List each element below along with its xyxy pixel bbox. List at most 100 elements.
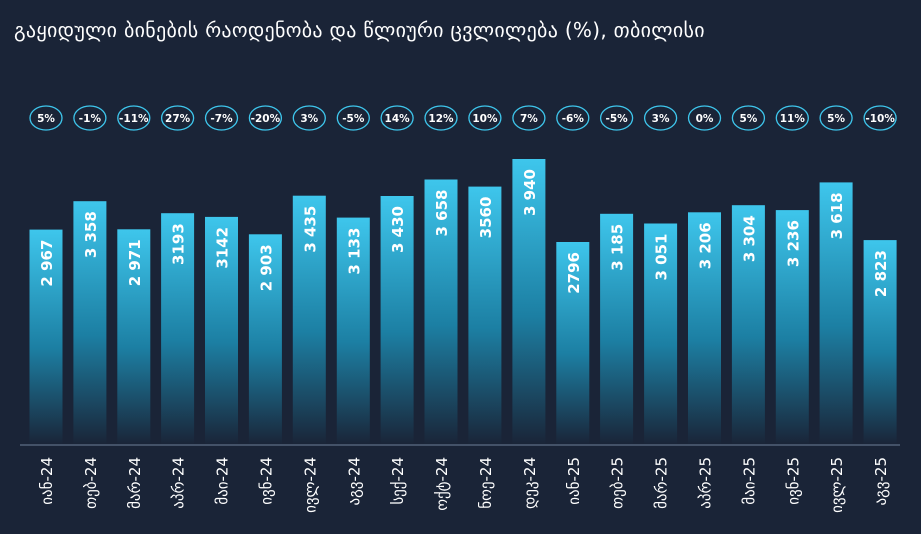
bar xyxy=(205,216,238,445)
x-tick-label: ივლ-24 xyxy=(301,457,319,513)
yoy-change-label: 3% xyxy=(300,113,318,125)
yoy-change-label: -5% xyxy=(342,113,365,125)
yoy-change-label: -6% xyxy=(562,113,585,125)
bar-value-label: 3 133 xyxy=(345,228,363,275)
x-tick-label: ოქტ-24 xyxy=(433,457,451,511)
bar-value-label: 3560 xyxy=(477,197,495,239)
bar xyxy=(380,196,414,445)
x-tick-label: თებ-24 xyxy=(82,457,100,509)
yoy-badge-circle xyxy=(380,105,414,131)
bar xyxy=(819,182,853,445)
bar-value-label: 2 971 xyxy=(126,239,144,286)
bar-value-label: 3 435 xyxy=(301,206,319,253)
bar-value-label: 2 823 xyxy=(872,250,890,297)
x-tick-label: აგვ-25 xyxy=(872,457,890,506)
x-tick-label: დეკ-24 xyxy=(521,457,539,509)
bar xyxy=(424,179,458,445)
x-tick-label: აპრ-25 xyxy=(697,457,715,509)
yoy-change-label: 3% xyxy=(652,113,670,125)
yoy-change-label: -10% xyxy=(865,113,895,125)
yoy-badge-circle xyxy=(73,105,107,131)
bar xyxy=(117,229,151,445)
bar xyxy=(29,229,63,445)
bar-value-label: 2796 xyxy=(565,252,583,294)
yoy-change-label: 0% xyxy=(696,113,714,125)
bar-value-label: 3 358 xyxy=(82,211,100,258)
x-tick-label: ივნ-25 xyxy=(784,457,802,505)
x-tick-label: ნოე-24 xyxy=(477,457,495,509)
bar-value-label: 3 185 xyxy=(609,224,627,271)
x-tick-label: მაი-25 xyxy=(740,457,758,505)
bar-value-label: 3193 xyxy=(170,223,188,265)
yoy-change-label: 27% xyxy=(165,113,191,125)
bar-value-label: 3 051 xyxy=(653,234,671,281)
bar xyxy=(688,212,721,445)
yoy-badge-circle xyxy=(292,105,326,131)
x-tick-label: მაი-24 xyxy=(214,457,232,505)
yoy-change-label: 12% xyxy=(428,113,454,125)
bar-value-label: 2 967 xyxy=(38,240,56,287)
bar xyxy=(600,213,634,445)
bar-value-label: 3 304 xyxy=(740,215,758,262)
yoy-change-label: 11% xyxy=(780,113,806,125)
yoy-change-label: 10% xyxy=(472,113,498,125)
yoy-badge-circle xyxy=(424,105,458,131)
yoy-badge-circle xyxy=(29,105,63,131)
bar xyxy=(248,234,282,445)
yoy-badge-circle xyxy=(248,105,283,131)
bar xyxy=(556,242,590,445)
yoy-badge-circle xyxy=(556,105,590,131)
bar-value-label: 3142 xyxy=(214,227,232,269)
x-tick-label: აპრ-24 xyxy=(170,457,188,509)
yoy-change-label: 5% xyxy=(739,113,757,125)
x-tick-label: ივლ-25 xyxy=(828,457,846,513)
bar xyxy=(775,210,809,445)
yoy-badge-circle xyxy=(819,105,853,131)
yoy-badge-circle xyxy=(775,105,809,131)
bar-value-label: 3 618 xyxy=(828,192,846,239)
bar-value-label: 3 236 xyxy=(784,220,802,267)
bar xyxy=(512,159,546,445)
bar xyxy=(336,217,370,445)
yoy-change-label: -20% xyxy=(251,113,281,125)
bar-value-label: 3 940 xyxy=(521,169,539,216)
yoy-badge-circle xyxy=(863,105,897,131)
x-tick-label: იან-24 xyxy=(38,457,56,505)
yoy-badge-circle xyxy=(160,105,195,131)
bar-value-label: 3 206 xyxy=(697,222,715,269)
yoy-badge-circle xyxy=(731,105,766,131)
yoy-badge-circle xyxy=(643,105,678,131)
chart-title: გაყიდული ბინების რაოდენობა და წლიური ცვლ… xyxy=(14,18,705,42)
bar xyxy=(292,195,326,445)
x-tick-label: აგვ-24 xyxy=(345,457,363,506)
bar-value-label: 3 658 xyxy=(433,190,451,237)
yoy-badge-circle xyxy=(599,105,634,131)
yoy-change-label: 5% xyxy=(37,113,55,125)
yoy-change-label: 14% xyxy=(385,113,411,125)
x-tick-label: მარ-24 xyxy=(126,457,144,509)
x-tick-label: სექ-24 xyxy=(389,457,407,505)
bar xyxy=(468,186,502,445)
yoy-badge-circle xyxy=(468,105,502,131)
bar xyxy=(731,205,765,445)
x-tick-label: მარ-25 xyxy=(653,457,671,509)
yoy-change-label: -5% xyxy=(606,113,629,125)
yoy-badge-circle xyxy=(687,105,722,131)
bar xyxy=(644,223,678,445)
bar xyxy=(73,201,107,445)
yoy-badge-circle xyxy=(117,105,151,131)
yoy-change-label: -1% xyxy=(79,113,102,125)
yoy-change-label: 5% xyxy=(827,113,845,125)
bar xyxy=(863,240,897,445)
x-tick-label: თებ-25 xyxy=(609,457,627,509)
yoy-change-label: -11% xyxy=(119,113,149,125)
yoy-badge-circle xyxy=(204,105,239,131)
x-tick-label: იან-25 xyxy=(565,457,583,505)
bar xyxy=(161,213,195,445)
bar-value-label: 3 430 xyxy=(389,206,407,253)
yoy-change-label: 7% xyxy=(520,113,538,125)
yoy-badge-circle xyxy=(336,105,370,131)
bar-value-label: 2 903 xyxy=(257,244,275,291)
x-tick-label: ივნ-24 xyxy=(257,457,275,505)
